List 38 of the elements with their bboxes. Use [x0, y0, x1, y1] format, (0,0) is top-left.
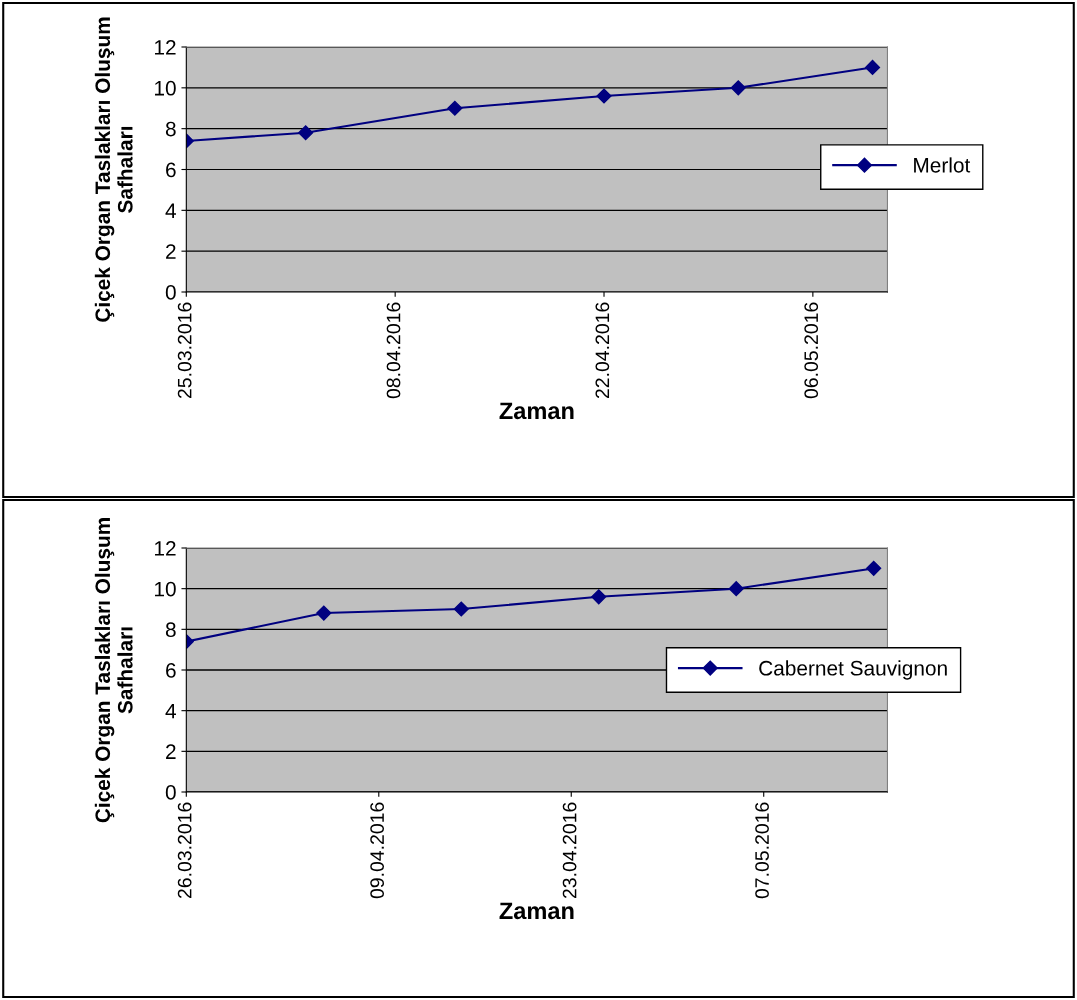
y-tick-label: 8: [165, 121, 176, 137]
x-tick-label: 06.05.2016: [804, 302, 819, 399]
y-tick-label: 4: [165, 703, 176, 719]
y-tick-label: 10: [155, 80, 176, 96]
point: [730, 80, 746, 96]
point: [866, 560, 882, 576]
x-tick-label: 25.03.2016: [177, 302, 192, 399]
y-tick-label: 2: [166, 244, 176, 259]
point: [316, 605, 332, 621]
y-tick-label: 6: [166, 162, 176, 178]
y-tick-label: 12: [155, 40, 176, 55]
legend-label: Cabernet Sauvignon: [759, 660, 947, 680]
point: [447, 100, 463, 116]
x-tick-label: 09.04.2016: [370, 802, 385, 899]
point: [728, 581, 744, 597]
x-tick-label: 23.04.2016: [562, 802, 577, 899]
x-tick-label: 22.04.2016: [595, 302, 610, 399]
y-tick-label: 10: [155, 581, 176, 597]
y-tick-label: 8: [165, 622, 176, 638]
y-axis-title: Çiçek Organ Taslakları Oluşum Safhaları: [94, 17, 133, 322]
point: [298, 125, 314, 141]
point: [864, 59, 881, 75]
x-axis-title: Zaman: [499, 402, 574, 420]
y-axis-title: Çiçek Organ Taslakları Oluşum Safhaları: [94, 518, 133, 823]
y-tick-label: 12: [155, 541, 176, 556]
x-axis-title: Zaman: [499, 902, 574, 920]
y-tick-label: 2: [166, 744, 176, 759]
y-tick-label: 4: [165, 203, 176, 218]
y-tick-label: 0: [165, 285, 176, 300]
x-tick-label: 08.04.2016: [386, 302, 401, 399]
point: [453, 601, 469, 617]
point: [596, 88, 612, 104]
x-tick-label: 26.03.2016: [177, 802, 192, 899]
x-tick-label: 07.05.2016: [755, 802, 769, 899]
point: [591, 589, 607, 605]
legend-label: Merlot: [914, 157, 971, 173]
y-tick-label: 6: [166, 663, 176, 678]
y-tick-label: 0: [165, 785, 176, 800]
